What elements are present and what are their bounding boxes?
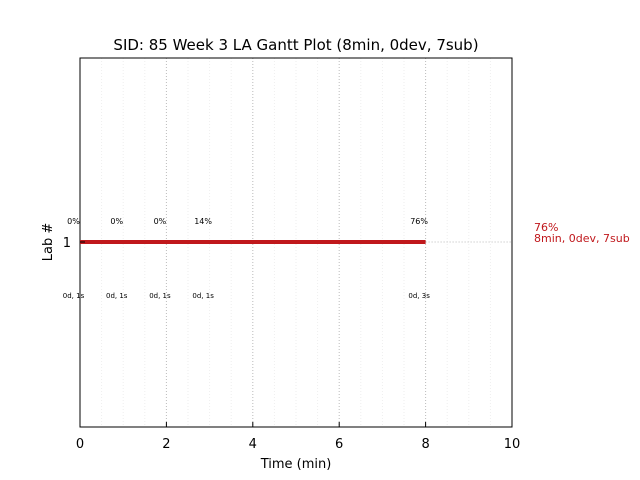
- bar-side-label-info: 8min, 0dev, 7sub: [534, 232, 630, 245]
- chart-title: SID: 85 Week 3 LA Gantt Plot (8min, 0dev…: [113, 36, 478, 54]
- submission-score-label: 0%: [67, 217, 80, 226]
- y-tick-label: 1: [63, 236, 71, 251]
- submission-info-label: 0d, 1s: [63, 292, 85, 300]
- submission-info-label: 0d, 1s: [192, 292, 214, 300]
- submission-info-label: 0d, 3s: [408, 292, 430, 300]
- submission-score-label: 0%: [154, 217, 167, 226]
- x-tick-label: 10: [504, 437, 521, 452]
- submission-labels: 0% 0d, 1s 0% 0d, 1s 0% 0d, 1s 14% 0d, 1s 76% 0d, …: [63, 217, 430, 300]
- y-axis-ticks: 1: [63, 236, 85, 251]
- submission-score-label: 76%: [410, 217, 428, 226]
- submission-info-label: 0d, 1s: [106, 292, 128, 300]
- submission-score-label: 0%: [110, 217, 123, 226]
- x-axis-ticks: 0 2 4 6 8 10: [76, 422, 520, 452]
- x-tick-label: 8: [421, 437, 429, 452]
- y-axis-label: Lab #: [41, 223, 56, 262]
- bar-side-label-pct: 76%: [534, 221, 558, 234]
- x-tick-label: 4: [249, 437, 257, 452]
- x-tick-label: 6: [335, 437, 343, 452]
- submission-info-label: 0d, 1s: [149, 292, 171, 300]
- submission-score-label: 14%: [194, 217, 212, 226]
- x-tick-label: 2: [162, 437, 170, 452]
- x-tick-label: 0: [76, 437, 84, 452]
- x-axis-label: Time (min): [260, 457, 332, 472]
